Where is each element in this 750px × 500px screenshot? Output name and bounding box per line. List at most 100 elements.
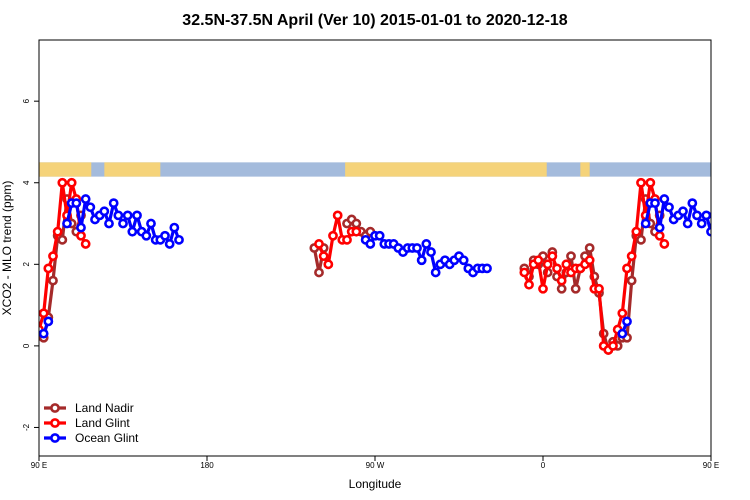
data-point	[314, 267, 324, 278]
data-point	[57, 177, 68, 188]
data-point	[39, 308, 49, 319]
data-point	[659, 239, 670, 249]
data-point	[547, 251, 558, 262]
data-point	[80, 239, 91, 249]
data-point	[687, 198, 698, 209]
data-point	[48, 275, 58, 286]
x-tick-label: 90 W	[366, 461, 385, 470]
data-point	[654, 222, 665, 233]
data-point	[566, 251, 576, 262]
data-point	[169, 222, 180, 233]
data-point	[328, 230, 338, 241]
data-point	[701, 210, 711, 221]
data-point	[99, 206, 110, 217]
series-layer	[39, 177, 711, 355]
data-point	[174, 234, 184, 245]
data-point	[640, 218, 651, 229]
data-point	[71, 198, 82, 209]
data-point	[48, 251, 58, 262]
land-band-0	[39, 162, 92, 177]
data-point	[636, 234, 646, 245]
x-tick-label: 90 E	[31, 461, 47, 470]
data-point	[538, 283, 548, 294]
data-point	[164, 239, 175, 249]
data-point	[584, 255, 595, 266]
data-point	[542, 259, 553, 270]
data-point	[458, 255, 469, 266]
data-point	[659, 194, 670, 204]
data-point	[622, 316, 632, 327]
data-point	[626, 251, 637, 262]
data-point	[43, 263, 54, 274]
data-point	[62, 218, 72, 229]
data-point	[636, 177, 646, 188]
legend-swatch-marker	[50, 418, 60, 428]
data-point	[365, 239, 376, 249]
data-point	[118, 218, 128, 229]
data-point	[108, 198, 119, 209]
data-point	[76, 230, 86, 241]
data-point	[430, 267, 441, 278]
x-tick-label: 180	[200, 461, 214, 470]
legend-label: Land Glint	[75, 416, 130, 430]
data-point	[631, 226, 642, 237]
data-point	[132, 210, 142, 221]
data-point	[141, 230, 152, 241]
y-tick-label: -2	[22, 423, 31, 431]
chart-title: 32.5N-37.5N April (Ver 10) 2015-01-01 to…	[182, 12, 568, 29]
data-point	[645, 177, 656, 188]
data-point	[314, 239, 324, 249]
data-point	[556, 275, 567, 286]
data-point	[561, 259, 572, 270]
x-axis: 90 E 180 90 W 0 90 E	[31, 456, 719, 470]
y-tick-label: 0	[22, 343, 31, 348]
y-tick-label: 4	[22, 180, 31, 185]
data-point	[127, 226, 138, 237]
data-point	[122, 210, 133, 221]
data-point	[323, 259, 334, 270]
x-tick-label: 90 E	[703, 461, 719, 470]
data-point	[76, 222, 86, 233]
y-tick-label: 6	[22, 98, 31, 103]
y-axis: -2 0 2 4 6	[22, 98, 39, 431]
legend-label: Ocean Glint	[75, 431, 139, 445]
data-point	[594, 283, 604, 294]
land-band-3	[580, 162, 590, 177]
y-axis-label: XCO2 - MLO trend (ppm)	[0, 181, 14, 316]
data-point	[482, 263, 492, 274]
land-ocean-strip	[39, 162, 711, 177]
data-point	[80, 194, 91, 204]
data-point	[584, 243, 595, 253]
data-point	[617, 328, 628, 339]
data-point	[332, 210, 343, 221]
data-point	[412, 243, 422, 253]
data-point	[43, 316, 54, 327]
plot-frame	[38, 39, 712, 457]
land-band-1	[104, 162, 161, 177]
legend-swatch-marker	[50, 403, 60, 413]
data-point	[664, 202, 674, 213]
data-point	[678, 206, 688, 217]
data-point	[351, 226, 362, 237]
data-point	[626, 275, 637, 286]
data-point	[374, 230, 385, 241]
data-point	[650, 198, 660, 209]
legend-label: Land Nadir	[75, 401, 134, 415]
data-point	[552, 263, 562, 274]
data-point	[318, 251, 329, 262]
data-point	[519, 267, 530, 278]
data-point	[85, 202, 96, 213]
data-point	[351, 218, 362, 229]
data-point	[654, 230, 665, 241]
data-point	[692, 210, 702, 221]
data-point	[682, 218, 693, 229]
data-point	[524, 279, 534, 290]
x-axis-label: Longitude	[349, 477, 402, 491]
data-point	[617, 308, 628, 319]
data-point	[416, 255, 427, 266]
data-point	[146, 218, 156, 229]
data-point	[421, 239, 432, 249]
data-point	[57, 234, 68, 245]
